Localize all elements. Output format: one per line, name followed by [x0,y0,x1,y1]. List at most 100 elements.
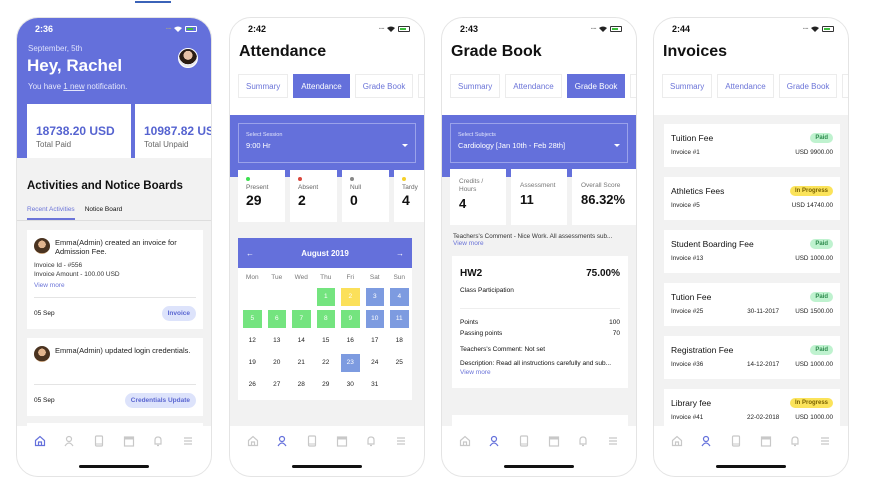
calendar-day[interactable]: 30 [346,381,354,388]
user-avatar[interactable] [178,48,198,68]
menu-icon[interactable] [180,433,196,449]
calendar-day[interactable]: 17 [371,337,379,344]
calendar-day[interactable]: 26 [248,381,256,388]
invoice-item[interactable]: Tuition Fee Paid Invoice #1 USD 9900.00 [664,124,840,167]
notification-link[interactable]: 1 new [63,82,85,91]
tab-more[interactable]: R [630,74,636,98]
wifi-icon [387,26,395,32]
admin-avatar [34,238,50,254]
next-month-arrow-icon[interactable]: → [395,248,404,258]
calendar-day[interactable]: 4 [390,288,409,306]
calendar-day[interactable]: 28 [297,381,305,388]
bell-icon[interactable] [787,433,803,449]
book-icon[interactable] [91,433,107,449]
session-select[interactable]: Select Session 9:00 Hr [238,123,416,163]
tab-more[interactable]: R [418,74,424,98]
calendar-day[interactable]: 1 [316,288,335,306]
tab-attendance[interactable]: Attendance [293,74,350,98]
tab-summary[interactable]: Summary [238,74,289,98]
tab-summary[interactable]: Summary [662,74,713,98]
calendar-day[interactable]: 22 [322,359,330,366]
calendar-day[interactable]: 7 [292,310,311,328]
calendar-day[interactable]: 6 [267,310,286,328]
menu-icon[interactable] [393,433,409,449]
bell-icon[interactable] [363,433,379,449]
book-icon[interactable] [516,433,532,449]
calendar-day[interactable]: 12 [248,337,256,344]
calendar-day[interactable]: 3 [365,288,384,306]
calendar-day[interactable]: 20 [273,359,281,366]
view-more-link[interactable]: View more [34,282,65,289]
home-icon[interactable] [669,433,685,449]
total-unpaid-card[interactable]: 10987.82 USD Total Unpaid [135,104,211,158]
calendar-day[interactable]: 5 [243,310,262,328]
home-icon[interactable] [32,433,48,449]
tab-grade-book[interactable]: Grade Book [778,74,838,98]
calendar-day[interactable]: 11 [390,310,409,328]
calendar-day[interactable]: 18 [395,337,403,344]
profile-icon[interactable] [61,433,77,449]
calendar-day[interactable]: 14 [297,337,305,344]
calendar-icon[interactable] [758,433,774,449]
calendar-day[interactable]: 24 [371,359,379,366]
calendar-icon[interactable] [546,433,562,449]
calendar-day[interactable]: 10 [365,310,384,328]
present-dot-icon [246,177,250,181]
invoice-name: Library fee [671,398,712,408]
tab-recent-activities[interactable]: Recent Activities [27,204,75,220]
tab-attendance[interactable]: Attendance [505,74,562,98]
tab-notice-board[interactable]: Notice Board [84,206,123,213]
tab-grade-book[interactable]: Grade Book [354,74,414,98]
book-icon[interactable] [304,433,320,449]
total-paid-card[interactable]: 18738.20 USD Total Paid [27,104,131,158]
notification-text: You have 1 new notification. [28,82,128,91]
invoice-item[interactable]: Library fee In Progress Invoice #41 22-02-… [664,389,840,432]
profile-icon[interactable] [486,433,502,449]
invoice-item[interactable]: Registration Fee Paid Invoice #36 14-12-20… [664,336,840,379]
home-icon[interactable] [245,433,261,449]
view-more-link[interactable]: View more [460,369,491,376]
tab-summary[interactable]: Summary [450,74,501,98]
calendar-day[interactable]: 15 [322,337,330,344]
bell-icon[interactable] [150,433,166,449]
menu-icon[interactable] [605,433,621,449]
subject-select[interactable]: Select Subjects Cardiology [Jan 10th - F… [450,123,628,163]
invoice-button[interactable]: Invoice [161,306,196,321]
phone-attendance: 2:42 ···· Attendance Summary Attendance … [229,17,425,477]
view-more-link[interactable]: View more [453,240,484,247]
calendar-day[interactable]: 9 [341,310,360,328]
calendar-day[interactable]: 8 [316,310,335,328]
menu-icon[interactable] [817,433,833,449]
calendar-day[interactable]: 23 [341,354,360,372]
calendar-day[interactable]: 25 [395,359,403,366]
calendar-icon[interactable] [334,433,350,449]
invoice-item[interactable]: Tution Fee Paid Invoice #25 30-11-2017 USD … [664,283,840,326]
calendar-day[interactable]: 29 [322,381,330,388]
bell-icon[interactable] [575,433,591,449]
prev-month-arrow-icon[interactable]: ← [246,248,254,258]
tab-attendance[interactable]: Attendance [717,74,774,98]
calendar-day[interactable]: 27 [273,381,281,388]
profile-icon[interactable] [274,433,290,449]
tab-grade-book[interactable]: Grade Book [566,74,626,98]
total-unpaid-value: 10987.82 USD [144,124,211,138]
wifi-icon [599,26,607,32]
calendar-day[interactable]: 2 [341,288,360,306]
signal-icon: ···· [378,25,385,33]
credentials-update-button[interactable]: Credentials Update [124,393,196,408]
calendar-day[interactable]: 19 [248,359,256,366]
calendar-icon[interactable] [121,433,137,449]
invoice-item[interactable]: Student Boarding Fee Paid Invoice #13 USD … [664,230,840,273]
tab-more[interactable]: R [842,74,848,98]
select-value: 9:00 Hr [246,141,271,150]
calendar-day[interactable]: 31 [371,381,379,388]
assessment-card[interactable]: HW2 75.00% Class Participation Points 100 … [452,256,628,388]
calendar-day[interactable]: 16 [346,337,354,344]
profile-icon[interactable] [698,433,714,449]
calendar-day[interactable]: 21 [297,359,305,366]
home-icon[interactable] [457,433,473,449]
invoice-item[interactable]: Athletics Fees In Progress Invoice #5 USD … [664,177,840,220]
activity-subtabs: Recent Activities Notice Board [17,204,211,221]
calendar-day[interactable]: 13 [273,337,281,344]
book-icon[interactable] [728,433,744,449]
